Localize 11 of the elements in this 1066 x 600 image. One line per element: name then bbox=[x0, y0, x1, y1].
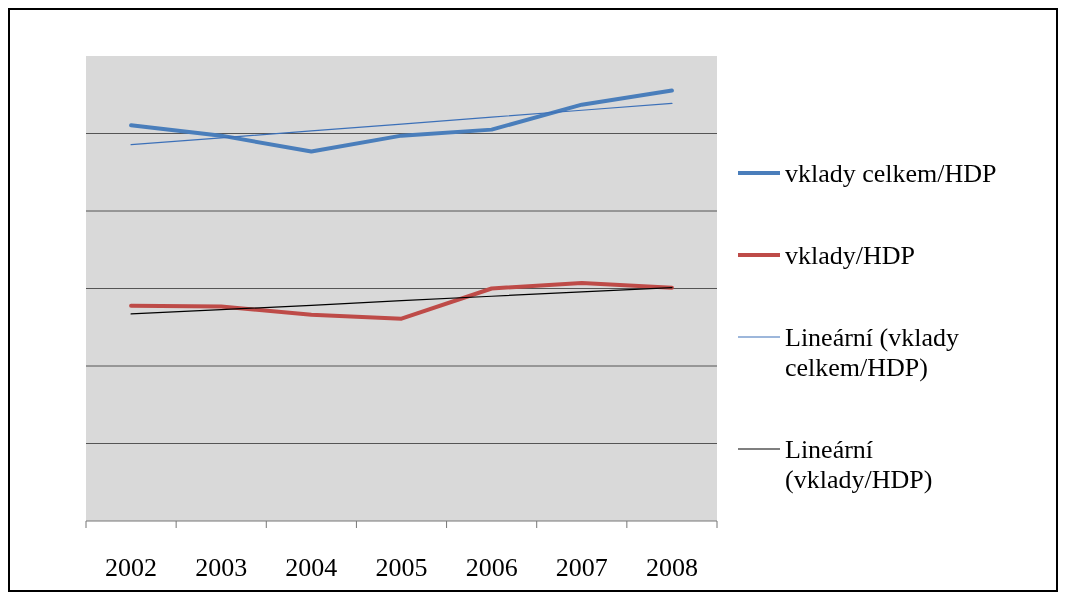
legend-label: vklady/HDP bbox=[785, 241, 915, 270]
legend-label: vklady celkem/HDP bbox=[785, 159, 997, 188]
x-tick-label: 2007 bbox=[555, 553, 608, 582]
x-tick-label: 2008 bbox=[645, 553, 698, 582]
x-tick-label: 2006 bbox=[465, 553, 518, 582]
x-tick-label: 2003 bbox=[195, 553, 248, 582]
x-tick-label: 2002 bbox=[105, 553, 158, 582]
x-tick-label: 2004 bbox=[285, 553, 338, 582]
legend-label: Lineární (vklady/HDP) bbox=[785, 435, 933, 494]
x-tick-label: 2005 bbox=[375, 553, 428, 582]
legend-label: Lineární (vklady celkem/HDP) bbox=[785, 323, 959, 382]
